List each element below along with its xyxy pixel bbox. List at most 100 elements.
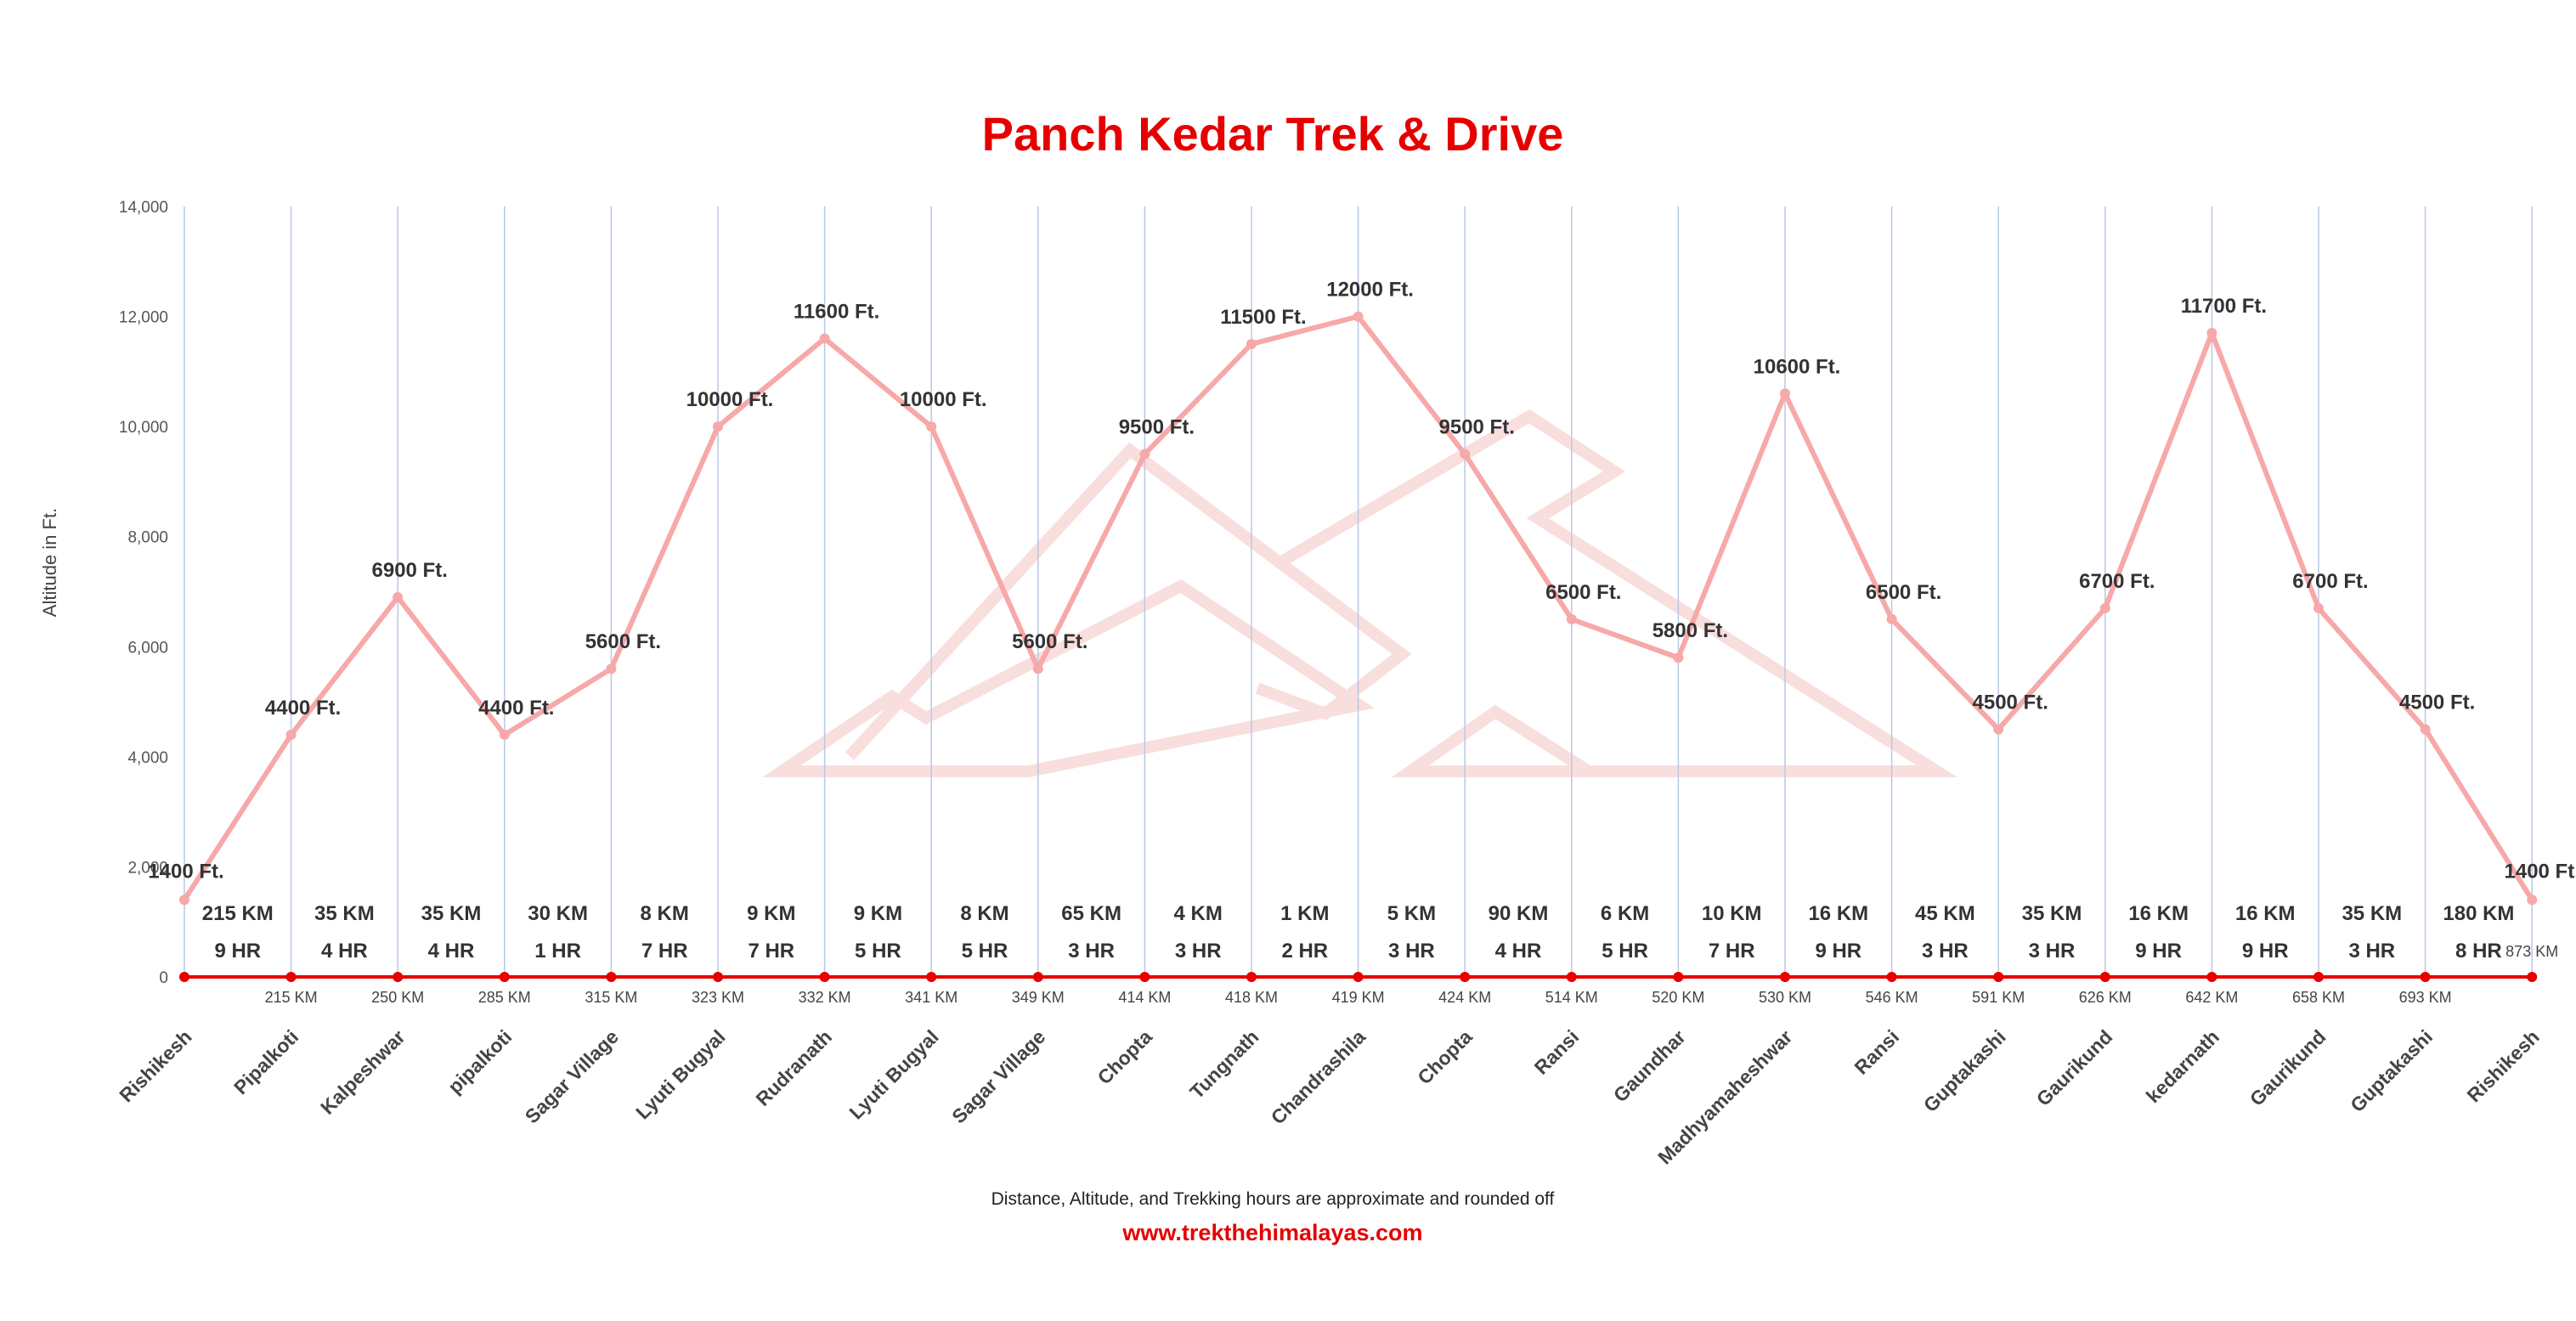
segment-time: 3 HR — [1175, 940, 1222, 963]
website-link[interactable]: www.trekthehimalayas.com — [1121, 1220, 1422, 1245]
category-label: Sagar Village — [947, 1025, 1049, 1127]
cumulative-distance: 332 KM — [799, 989, 851, 1006]
altitude-label: 1400 Ft. — [148, 860, 223, 883]
category-label: Ransi — [1530, 1025, 1584, 1079]
segment-time: 9 HR — [1815, 940, 1861, 963]
cumulative-distance: 414 KM — [1118, 989, 1171, 1006]
altitude-series — [179, 311, 2538, 906]
category-label: Chopta — [1413, 1025, 1477, 1089]
altitude-label: 11600 Ft. — [794, 300, 879, 323]
altitude-label: 5800 Ft. — [1652, 619, 1728, 642]
segment-distance: 35 KM — [2342, 902, 2402, 925]
cumulative-distance: 546 KM — [1866, 989, 1918, 1006]
baseline-marker — [499, 972, 510, 982]
category-label: Guptakashi — [1919, 1025, 2010, 1116]
altitude-label: 10600 Ft. — [1754, 355, 1841, 378]
category-label: Gaurikund — [2032, 1025, 2117, 1110]
segment-distance: 30 KM — [528, 902, 588, 925]
cumulative-distance: 250 KM — [371, 989, 424, 1006]
altitude-label: 6700 Ft. — [2079, 570, 2155, 593]
segment-time: 7 HR — [748, 940, 794, 963]
y-tick-label: 10,000 — [119, 419, 168, 437]
category-label: kedarnath — [2142, 1025, 2223, 1107]
altitude-point — [499, 729, 510, 740]
segment-distance: 5 KM — [1387, 902, 1436, 925]
cumulative-distance: 520 KM — [1652, 989, 1704, 1006]
segment-distance: 4 KM — [1174, 902, 1223, 925]
y-axis-ticks: 0 2,000 4,000 6,000 8,000 10,000 12,000 14,000 — [119, 199, 168, 987]
baseline-marker — [1032, 972, 1043, 982]
altitude-label: 6700 Ft. — [2292, 570, 2368, 593]
segment-time: 5 HR — [855, 940, 901, 963]
baseline-marker — [2527, 972, 2538, 982]
cumulative-distance: 514 KM — [1545, 989, 1598, 1006]
y-axis-label: Altitude in Ft. — [39, 508, 60, 617]
segment-time: 3 HR — [2029, 940, 2076, 963]
category-label: Kalpeshwar — [316, 1025, 410, 1119]
segment-time: 3 HR — [2348, 940, 2395, 963]
altitude-point — [713, 421, 723, 432]
altitude-point — [1460, 449, 1471, 460]
baseline-marker — [606, 972, 617, 982]
baseline-marker — [2313, 972, 2324, 982]
baseline-marker — [393, 972, 404, 982]
segment-distance: 16 KM — [2128, 902, 2189, 925]
category-label: Rudranath — [751, 1025, 836, 1110]
altitude-point — [285, 729, 297, 740]
category-label: Chopta — [1093, 1025, 1157, 1089]
baseline-marker — [1139, 972, 1150, 982]
altitude-point — [2206, 328, 2217, 339]
altitude-point — [393, 591, 404, 602]
segment-distance: 35 KM — [421, 902, 482, 925]
altitude-point — [1139, 449, 1150, 460]
segment-time: 3 HR — [1388, 940, 1435, 963]
cumulative-distance: 315 KM — [585, 989, 637, 1006]
segment-time: 7 HR — [641, 940, 688, 963]
baseline-marker — [2206, 972, 2217, 982]
altitude-label: 12000 Ft. — [1326, 279, 1414, 302]
altitude-point — [2420, 724, 2431, 735]
segment-distance: 8 KM — [960, 902, 1008, 925]
baseline-marker — [179, 972, 189, 982]
altitude-label: 6500 Ft. — [1545, 581, 1621, 604]
altitude-point — [1566, 613, 1577, 624]
baseline-marker — [1993, 972, 2004, 982]
y-tick-label: 6,000 — [127, 639, 168, 657]
altitude-label: 11500 Ft. — [1220, 306, 1306, 329]
cumulative-distance: 215 KM — [265, 989, 318, 1006]
category-label: pipalkoti — [443, 1025, 516, 1098]
watermark-mountain-logo — [762, 409, 1958, 777]
altitude-point — [2099, 602, 2110, 613]
distance-baseline — [179, 972, 2538, 982]
segment-time: 4 HR — [1495, 940, 1542, 963]
altitude-point — [2527, 895, 2538, 906]
segment-time: 3 HR — [1068, 940, 1115, 963]
cumulative-distance: 693 KM — [2399, 989, 2452, 1006]
segment-distance: 35 KM — [2022, 902, 2082, 925]
baseline-marker — [285, 972, 297, 982]
segment-distance: 16 KM — [2235, 902, 2296, 925]
category-label: Chandrashila — [1267, 1025, 1370, 1129]
baseline-marker — [926, 972, 937, 982]
y-tick-label: 4,000 — [127, 749, 168, 767]
vertical-drop-lines — [184, 206, 2533, 977]
altitude-label: 4400 Ft. — [265, 697, 341, 720]
chart-title: Panch Kedar Trek & Drive — [982, 107, 1564, 161]
y-tick-label: 12,000 — [119, 309, 168, 327]
segment-time: 7 HR — [1709, 940, 1755, 963]
segment-labels: 215 KM 9 HR 35 KM 4 HR 35 KM 4 HR 30 KM 1 HR 8 K… — [202, 902, 2515, 963]
baseline-marker — [819, 972, 830, 982]
altitude-label: 5600 Ft. — [1012, 630, 1087, 653]
segment-distance: 9 KM — [854, 902, 902, 925]
segment-distance: 1 KM — [1280, 902, 1329, 925]
segment-time: 3 HR — [1922, 940, 1969, 963]
y-tick-label: 8,000 — [127, 529, 168, 547]
category-label: Tungnath — [1185, 1025, 1263, 1103]
cumulative-distance: 341 KM — [905, 989, 958, 1006]
segment-distance: 16 KM — [1808, 902, 1868, 925]
segment-time: 1 HR — [534, 940, 581, 963]
segment-time: 5 HR — [962, 940, 1008, 963]
category-label: Ransi — [1850, 1025, 1903, 1079]
segment-time: 9 HR — [214, 940, 261, 963]
